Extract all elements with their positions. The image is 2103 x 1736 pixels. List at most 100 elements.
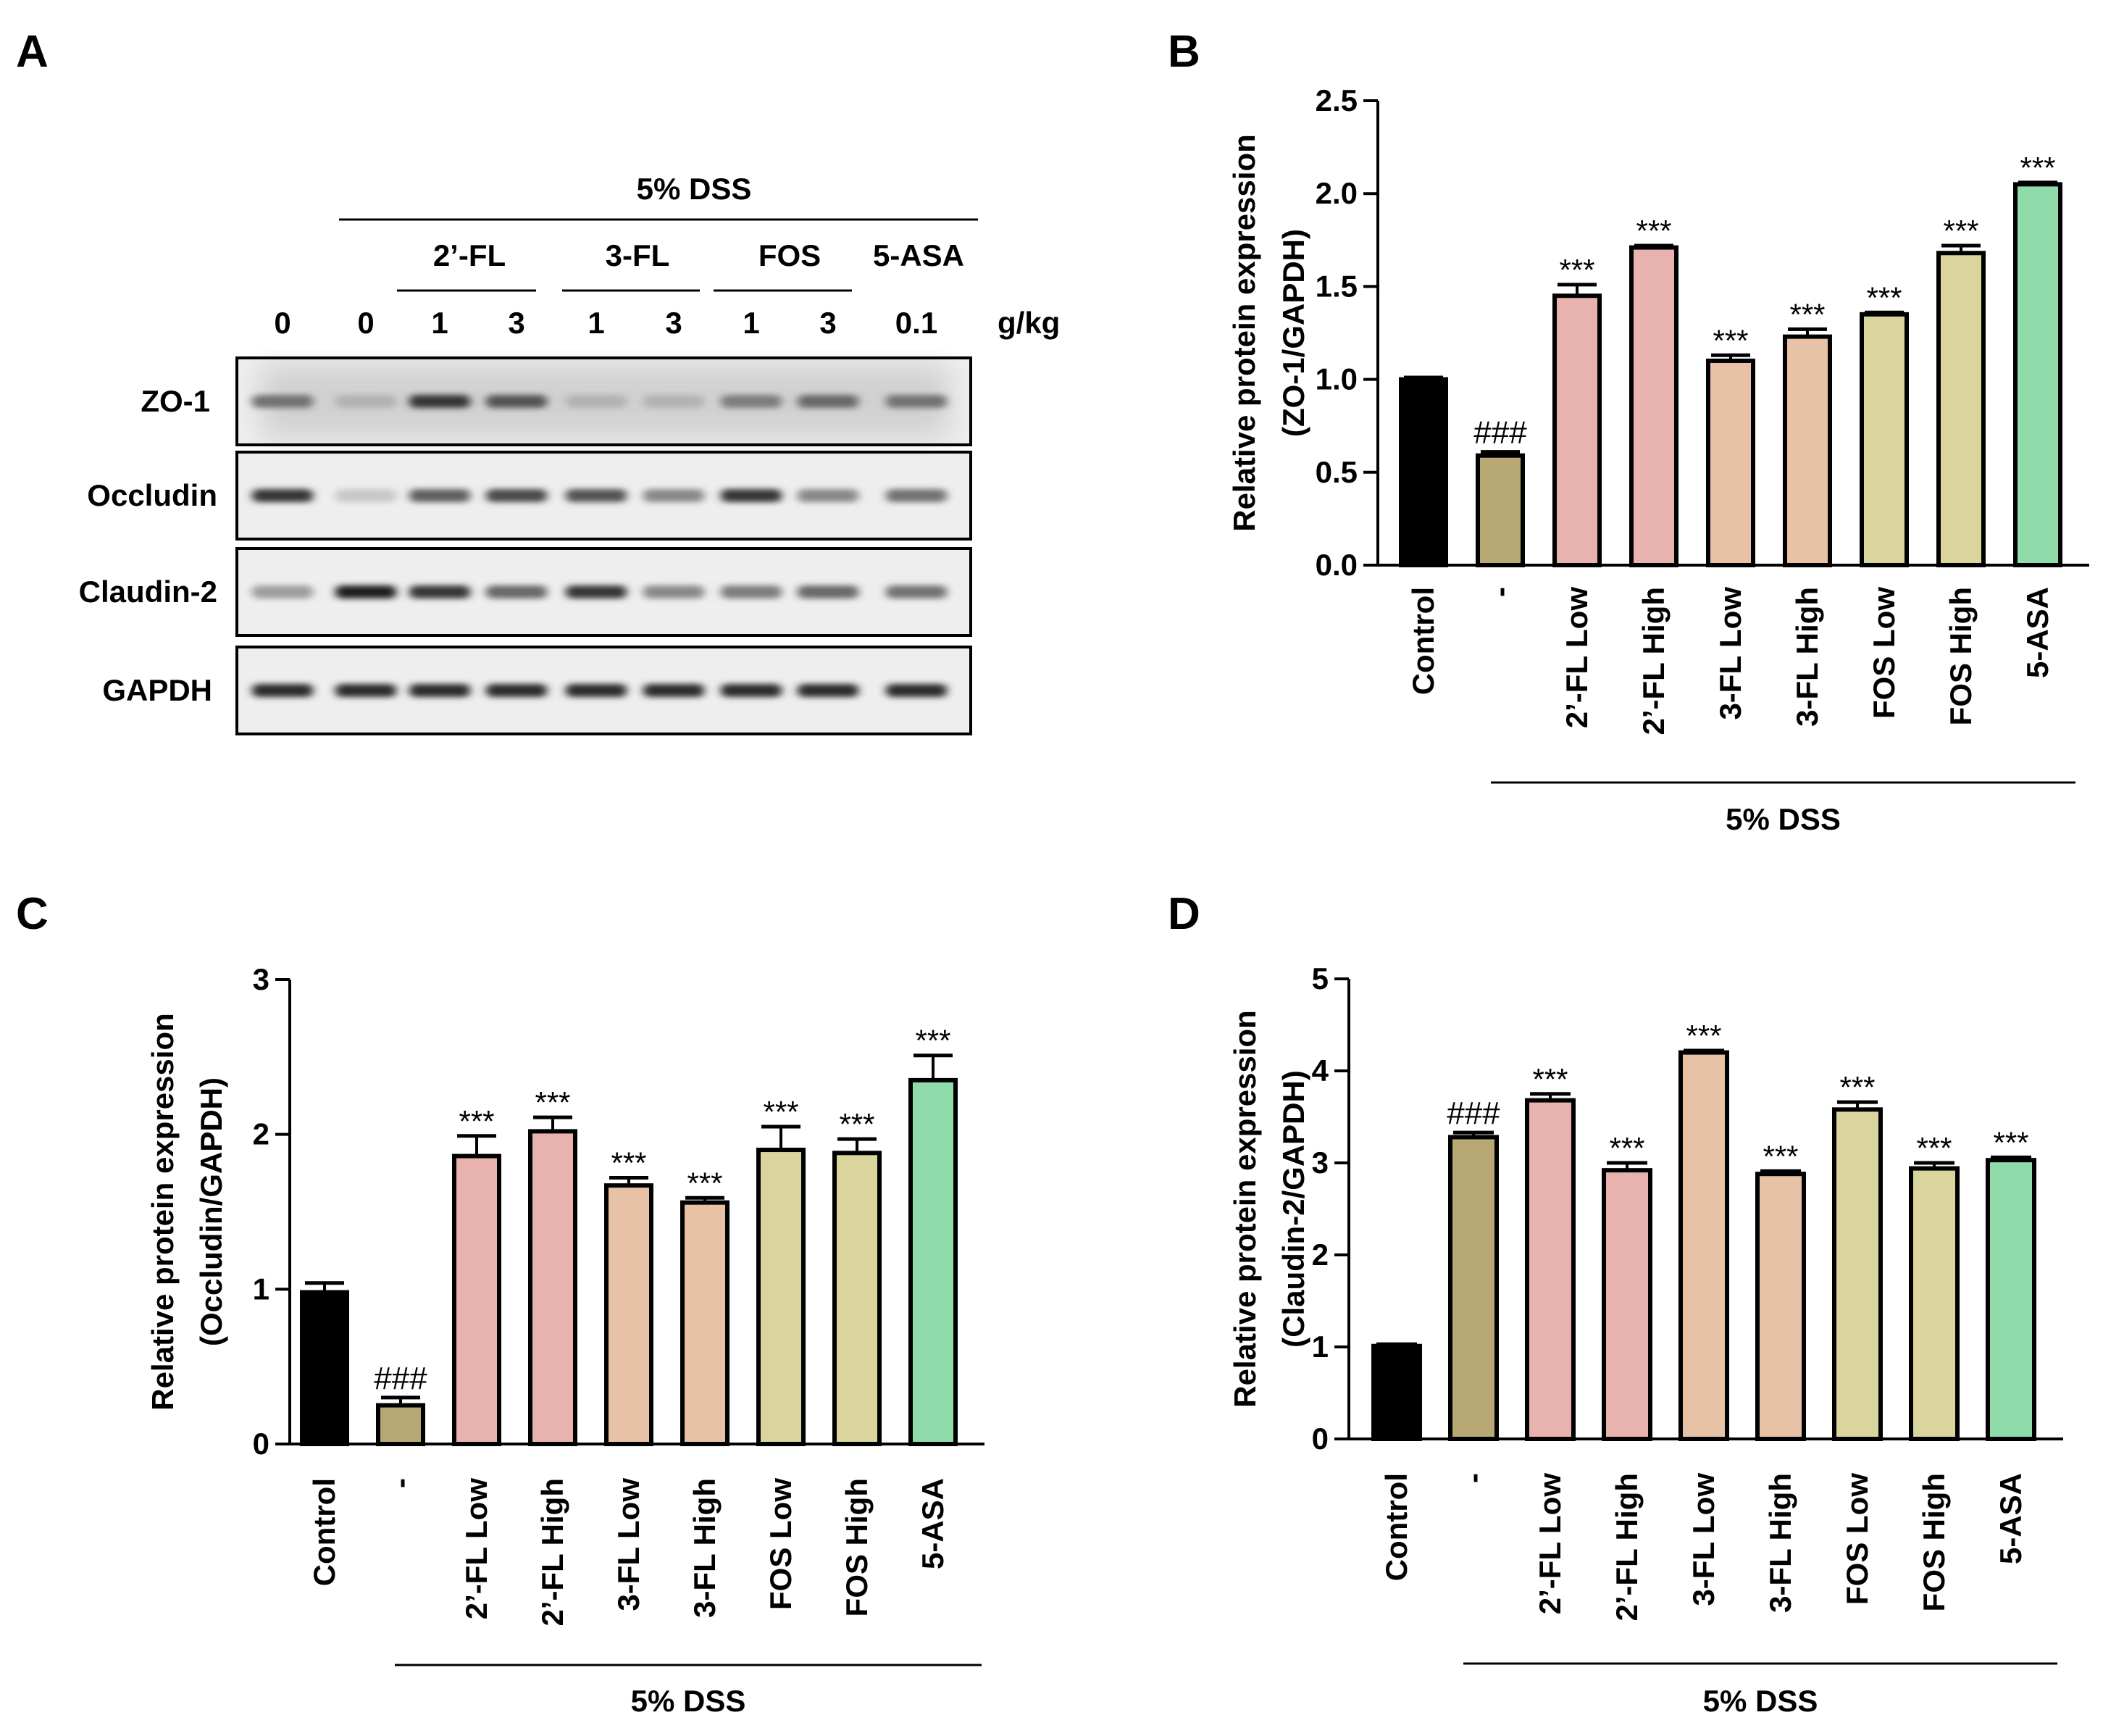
group-label: 5% DSS: [631, 1684, 746, 1718]
x-tick-label: FOS Low: [1867, 587, 1901, 719]
bar: [1552, 293, 1602, 567]
x-tick-label: -: [383, 1478, 417, 1488]
y-tick-label: 1: [1312, 1330, 1329, 1364]
blot-band: [798, 585, 858, 598]
blot-dose-label: 0: [274, 306, 290, 340]
blot-band: [335, 395, 396, 408]
bar: [1755, 1172, 1806, 1441]
x-tick-label: 5-ASA: [1994, 1473, 2028, 1564]
blot-frame: [235, 646, 972, 735]
significance-label: ***: [1686, 1019, 1721, 1053]
y-axis-label: Relative protein expression: [1228, 1010, 1262, 1408]
blot-treatment-label: 5% DSS: [637, 172, 752, 206]
panel-letter-a: A: [16, 27, 49, 77]
bar: [1832, 1107, 1883, 1441]
blot-band: [798, 395, 858, 408]
significance-label: ***: [1532, 1062, 1568, 1096]
y-axis-label: (Claudin-2/GAPDH): [1276, 1070, 1310, 1348]
blot-dose-unit: g/kg: [998, 306, 1060, 340]
blot-band: [643, 684, 704, 697]
y-tick-label: 3: [1312, 1145, 1329, 1180]
x-tick-label: 3-FL Low: [1686, 1473, 1721, 1606]
blot-band: [566, 489, 627, 502]
significance-label: ***: [1609, 1131, 1644, 1165]
bar: [1371, 1343, 1422, 1441]
x-tick-label: 5-ASA: [2020, 587, 2054, 678]
x-tick-label: FOS High: [1917, 1473, 1951, 1611]
blot-dose-label: 0: [357, 306, 374, 340]
y-tick-label: 2: [1312, 1238, 1329, 1272]
bar: [1936, 251, 1986, 567]
blot-band: [335, 489, 396, 502]
blot-row: Occludin: [87, 451, 972, 541]
y-tick-label: 1: [253, 1272, 269, 1306]
blot-band: [409, 585, 470, 598]
bar: [1448, 1135, 1499, 1441]
bar: [756, 1148, 806, 1446]
x-tick-label: -: [1456, 1473, 1490, 1483]
blot-band: [335, 585, 396, 598]
significance-label: ***: [1763, 1139, 1798, 1173]
blot-band: [252, 395, 313, 408]
blot-band: [486, 585, 547, 598]
blot-band: [798, 489, 858, 502]
significance-label: ***: [1713, 323, 1748, 357]
blot-dose-label: 3: [508, 306, 524, 340]
blot-band: [566, 684, 627, 697]
y-axis-label: Relative protein expression: [146, 1013, 180, 1411]
significance-label: ***: [1866, 280, 1902, 314]
y-tick-label: 2: [253, 1117, 269, 1151]
bar: [1629, 245, 1678, 567]
bar: [1476, 453, 1525, 567]
x-tick-label: FOS Low: [1840, 1473, 1874, 1605]
blot-group-label: 2’-FL: [433, 238, 506, 272]
blot-band: [643, 585, 704, 598]
x-tick-label: 2’-FL Low: [1533, 1473, 1567, 1615]
bar: [1706, 358, 1755, 567]
blot-band: [643, 395, 704, 408]
bar: [528, 1129, 577, 1446]
bar-chart-occludin: 0 1 2 3 Relative protein expression (Occludin…: [146, 962, 984, 1718]
blot-band: [886, 489, 947, 502]
x-tick-label: Control: [1406, 587, 1440, 695]
blot-dose-label: 0.1: [895, 306, 937, 340]
blot-frame: [235, 451, 972, 541]
blot-band: [566, 395, 627, 408]
blot-band: [798, 684, 858, 697]
significance-label: ###: [1473, 415, 1527, 451]
significance-label: ***: [839, 1107, 874, 1141]
significance-label: ***: [535, 1085, 570, 1119]
significance-label: ###: [1447, 1096, 1500, 1131]
blot-band: [886, 395, 947, 408]
bar: [908, 1077, 958, 1446]
blot-band: [252, 489, 313, 502]
x-tick-label: 3-FL High: [687, 1478, 722, 1618]
significance-label: ***: [1839, 1070, 1875, 1104]
significance-label: ###: [374, 1361, 427, 1396]
significance-label: ***: [1636, 214, 1671, 248]
western-blot-panel: 5% DSS 2’-FL 3-FL FOS 5-ASA 0 0 1 3 1 3 1 3 0.1 …: [79, 172, 1060, 735]
x-tick-label: 2’-FL High: [1636, 587, 1671, 735]
bar-chart-zo1: 0.0 0.5 1.0 1.5 2.0 2.5 Relative protein expre…: [1227, 83, 2089, 836]
x-tick-label: Control: [1379, 1473, 1413, 1581]
blot-row: ZO-1: [141, 356, 972, 446]
significance-label: ***: [2020, 151, 2055, 185]
panel-letter-b: B: [1168, 27, 1200, 77]
y-tick-label: 0.5: [1316, 455, 1358, 489]
blot-band: [409, 684, 470, 697]
y-tick-label: 0: [253, 1427, 269, 1461]
x-tick-label: 3-FL High: [1763, 1473, 1797, 1613]
blot-dose-label: 3: [665, 306, 682, 340]
blot-dose-label: 1: [431, 306, 448, 340]
group-label: 5% DSS: [1726, 802, 1841, 836]
blot-band: [886, 585, 947, 598]
blot-band: [566, 585, 627, 598]
blot-band: [409, 395, 470, 408]
blot-dose-label: 3: [819, 306, 836, 340]
significance-label: ***: [763, 1095, 798, 1129]
panel-letter-c: C: [16, 889, 49, 939]
significance-label: ***: [915, 1024, 950, 1058]
significance-label: ***: [1993, 1125, 2028, 1159]
y-tick-label: 3: [253, 962, 269, 996]
blot-band: [409, 489, 470, 502]
